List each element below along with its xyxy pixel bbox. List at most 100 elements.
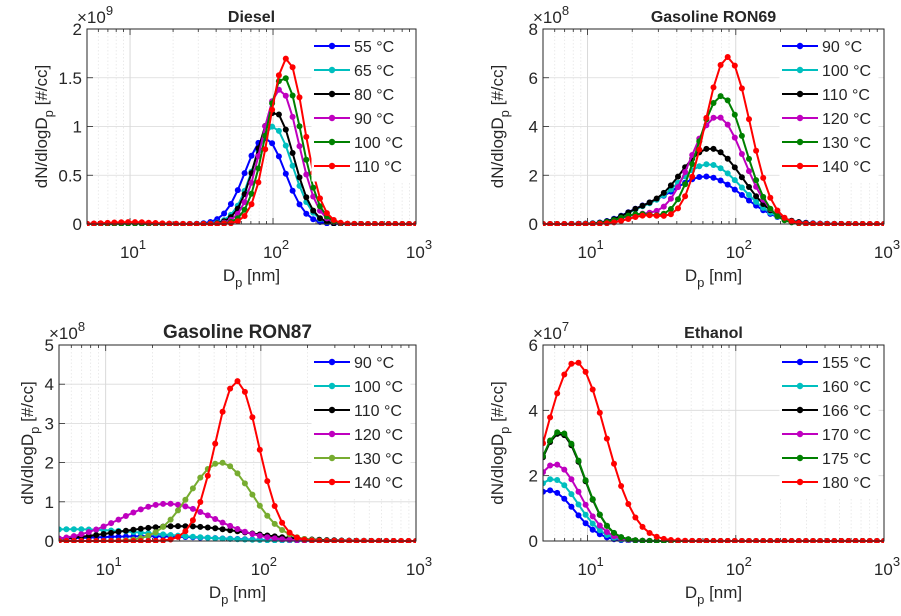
series-point <box>301 536 308 543</box>
x-tick-exponent: 2 <box>282 237 289 252</box>
y-tick-label: 8 <box>529 20 538 39</box>
series-point <box>547 476 554 483</box>
y-axis-label: dN/dlogDp [#/cc] <box>32 65 56 188</box>
series-point <box>731 111 738 118</box>
series-point <box>294 534 300 541</box>
legend-marker <box>328 90 336 98</box>
y-tick-label: 5 <box>45 336 54 355</box>
y-exponent-label: ×107 <box>533 319 569 343</box>
legend: 55 °C 65 °C 80 °C 90 °C 100 °C 110 °C <box>311 32 411 182</box>
legend: 90 °C 100 °C 110 °C 120 °C 130 °C 140 °C <box>779 32 879 182</box>
series-point <box>282 170 289 177</box>
series-point <box>746 155 752 162</box>
series-point <box>738 184 745 191</box>
series-point <box>167 532 174 538</box>
series-point <box>152 220 159 226</box>
series-point <box>197 509 204 515</box>
series-point <box>696 146 703 153</box>
series-point <box>646 199 653 206</box>
series-point <box>543 488 546 495</box>
series-point <box>241 170 248 177</box>
series-point <box>596 220 603 226</box>
series-point <box>282 55 289 62</box>
x-tick-label: 103 <box>874 237 900 262</box>
series-point <box>667 182 674 189</box>
legend-marker <box>328 42 336 50</box>
series-point <box>561 482 568 489</box>
series-point <box>204 534 211 541</box>
series-point <box>219 408 226 415</box>
y-tick-label: 0 <box>45 532 54 551</box>
x-axis-label-main: D <box>685 583 697 602</box>
x-tick-base: 10 <box>578 243 597 262</box>
series-point <box>296 143 303 150</box>
series-point <box>738 132 745 139</box>
series-point <box>100 523 107 530</box>
legend-box <box>779 348 879 498</box>
series-point <box>173 220 180 226</box>
series-point <box>639 202 646 209</box>
series-point <box>561 466 568 473</box>
series-point <box>568 503 575 510</box>
series-point <box>256 502 263 509</box>
x-tick-base: 10 <box>726 243 745 262</box>
legend-marker <box>796 430 804 438</box>
series-point <box>689 161 696 168</box>
series-point <box>575 359 582 366</box>
series-point <box>596 511 603 518</box>
series-point <box>317 195 323 202</box>
series-point <box>63 526 70 533</box>
series-point <box>145 503 152 510</box>
legend-marker <box>796 138 804 146</box>
series-point <box>227 535 234 542</box>
x-tick-base: 10 <box>251 560 270 579</box>
legend-marker <box>796 478 804 486</box>
series-point <box>111 219 118 226</box>
series-group <box>87 55 416 226</box>
series-point <box>543 440 546 447</box>
series-point <box>234 526 241 532</box>
series-point <box>554 489 561 496</box>
series-point <box>97 220 104 226</box>
series-point <box>241 388 248 395</box>
y-axis-label: dN/dlogDp [#/cc] <box>18 381 42 504</box>
legend-marker <box>796 406 804 414</box>
series-point <box>160 537 167 543</box>
x-tick-exponent: 1 <box>596 554 603 569</box>
series-point <box>221 220 228 226</box>
series-point <box>255 165 262 172</box>
series-point <box>738 192 745 198</box>
series-point <box>639 523 646 530</box>
series-point <box>717 114 724 121</box>
y-exponent-value: 9 <box>106 3 113 18</box>
series-point <box>696 174 703 180</box>
series-point <box>731 177 738 184</box>
series-point <box>547 437 554 444</box>
y-tick-label: 2 <box>73 20 82 39</box>
legend-marker <box>328 358 336 366</box>
x-axis-label: Dp [nm] <box>685 583 742 607</box>
series-point <box>582 477 589 484</box>
x-tick-exponent: 3 <box>425 554 432 569</box>
series-point <box>249 491 256 498</box>
y-axis-label-unit: [#/cc] <box>488 65 507 110</box>
series-point <box>724 155 731 162</box>
x-tick-base: 10 <box>406 560 425 579</box>
y-tick-label: 2 <box>529 467 538 486</box>
legend-label: 90 °C <box>822 39 862 56</box>
series-point <box>675 173 681 180</box>
y-tick-label: 0.5 <box>58 166 82 185</box>
series-point <box>667 195 674 202</box>
series-point <box>264 478 271 485</box>
series-point <box>667 211 674 218</box>
series-point <box>589 496 596 503</box>
series-point <box>582 511 589 518</box>
series-point <box>653 212 660 219</box>
series-point <box>137 525 144 532</box>
series-point <box>289 92 296 99</box>
series-point <box>303 133 310 140</box>
legend-label: 170 °C <box>822 427 871 444</box>
